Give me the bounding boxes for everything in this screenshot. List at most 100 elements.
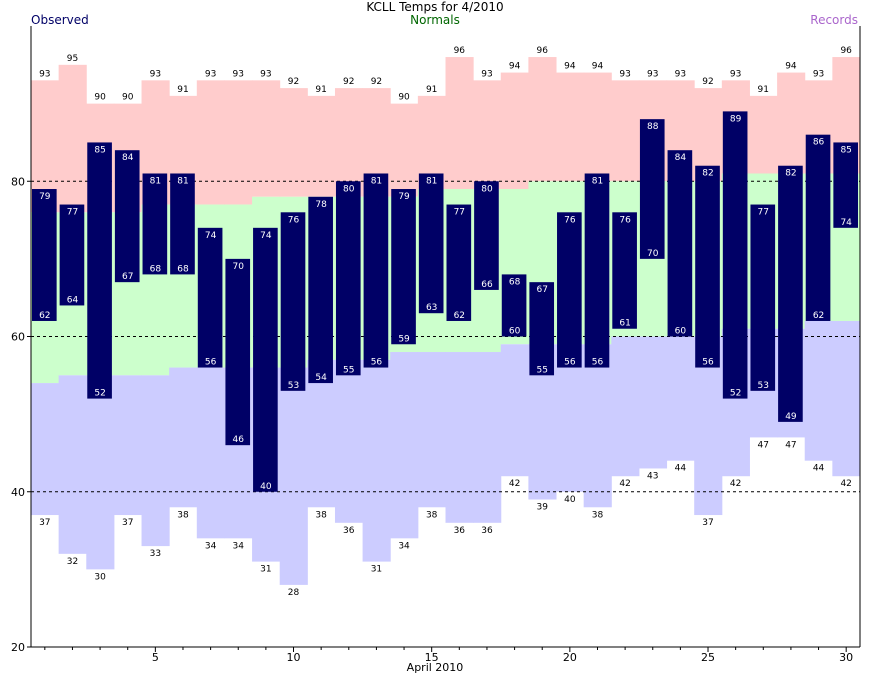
legend-observed: Observed <box>31 13 89 27</box>
record-low-label: 31 <box>371 565 382 575</box>
record-high-band <box>556 72 585 182</box>
record-low-band <box>666 336 695 461</box>
record-high-label: 96 <box>536 46 548 56</box>
x-tick-label: 15 <box>425 651 439 664</box>
record-high-band <box>777 72 806 174</box>
observed-bar <box>280 212 306 391</box>
observed-high-label: 79 <box>398 192 410 202</box>
observed-high-label: 67 <box>536 285 547 295</box>
record-low-label: 43 <box>647 471 658 481</box>
record-high-label: 91 <box>177 85 188 95</box>
observed-high-label: 84 <box>122 153 134 163</box>
observed-bar <box>667 150 693 337</box>
observed-bar <box>335 181 361 376</box>
observed-high-label: 81 <box>177 176 188 186</box>
record-low-band <box>58 375 87 554</box>
record-high-band <box>58 64 87 213</box>
observed-high-label: 78 <box>315 200 327 210</box>
observed-bar <box>529 282 555 376</box>
record-low-label: 31 <box>260 565 271 575</box>
record-low-label: 39 <box>536 503 548 513</box>
observed-low-label: 74 <box>840 218 852 228</box>
observed-high-label: 88 <box>647 122 659 132</box>
observed-high-label: 81 <box>150 176 161 186</box>
record-low-band <box>500 344 529 477</box>
observed-low-label: 63 <box>426 303 437 313</box>
record-high-label: 96 <box>840 46 852 56</box>
observed-low-label: 62 <box>813 311 824 321</box>
record-high-label: 92 <box>288 77 299 87</box>
observed-bar <box>253 227 278 492</box>
x-axis-label: April 2010 <box>406 661 464 674</box>
record-high-band <box>528 57 557 182</box>
record-low-band <box>638 336 668 469</box>
record-low-band <box>196 367 225 539</box>
observed-high-label: 81 <box>592 176 603 186</box>
observed-low-label: 66 <box>481 280 493 290</box>
record-high-label: 93 <box>233 69 244 79</box>
record-low-band <box>141 375 170 547</box>
record-high-label: 90 <box>398 93 410 103</box>
observed-low-label: 62 <box>39 311 50 321</box>
observed-high-label: 81 <box>426 176 437 186</box>
observed-high-label: 74 <box>205 231 217 241</box>
observed-low-label: 59 <box>398 334 410 344</box>
record-high-band <box>749 95 778 174</box>
record-high-label: 92 <box>371 77 382 87</box>
observed-bar <box>59 204 85 306</box>
observed-low-label: 52 <box>730 389 741 399</box>
record-low-band <box>31 383 60 516</box>
record-low-band <box>445 352 474 523</box>
record-high-label: 93 <box>813 69 824 79</box>
record-high-label: 91 <box>758 85 769 95</box>
record-low-band <box>334 359 364 523</box>
record-low-band <box>832 320 861 477</box>
observed-bar <box>778 165 803 422</box>
record-low-band <box>362 359 391 562</box>
record-high-band <box>196 80 225 205</box>
record-high-label: 96 <box>454 46 466 56</box>
record-low-label: 42 <box>509 479 520 489</box>
observed-bar <box>612 212 637 329</box>
observed-low-label: 67 <box>122 272 133 282</box>
record-low-band <box>556 344 585 492</box>
record-low-label: 42 <box>730 479 741 489</box>
record-low-label: 44 <box>675 464 687 474</box>
record-high-label: 94 <box>785 62 797 72</box>
observed-bar <box>584 173 610 368</box>
record-high-band <box>334 88 364 197</box>
record-high-label: 93 <box>675 69 686 79</box>
chart-title: KCLL Temps for 4/2010 <box>366 0 504 14</box>
record-low-band <box>611 336 640 477</box>
y-tick-label: 20 <box>11 641 25 654</box>
observed-low-label: 49 <box>785 412 797 422</box>
record-high-label: 92 <box>702 77 713 87</box>
record-low-label: 37 <box>122 518 133 528</box>
observed-bar <box>142 173 168 275</box>
observed-high-label: 77 <box>758 208 769 218</box>
observed-bar <box>363 173 389 368</box>
observed-bar <box>418 173 444 314</box>
observed-low-label: 56 <box>564 358 576 368</box>
observed-high-label: 85 <box>94 145 105 155</box>
record-low-label: 42 <box>619 479 630 489</box>
record-high-band <box>279 88 308 197</box>
observed-high-label: 89 <box>730 114 742 124</box>
record-low-label: 44 <box>813 464 825 474</box>
observed-bar <box>391 189 416 345</box>
record-low-label: 38 <box>426 510 438 520</box>
observed-low-label: 52 <box>94 389 105 399</box>
record-high-band <box>224 80 253 205</box>
observed-bar <box>557 212 582 368</box>
observed-bar <box>114 150 140 283</box>
record-low-label: 37 <box>702 518 713 528</box>
record-low-band <box>804 320 833 461</box>
observed-high-label: 82 <box>702 169 713 179</box>
record-low-label: 47 <box>758 440 769 450</box>
observed-bar <box>695 165 720 368</box>
record-low-label: 30 <box>94 572 106 582</box>
observed-low-label: 40 <box>260 482 272 492</box>
record-high-band <box>583 72 612 182</box>
